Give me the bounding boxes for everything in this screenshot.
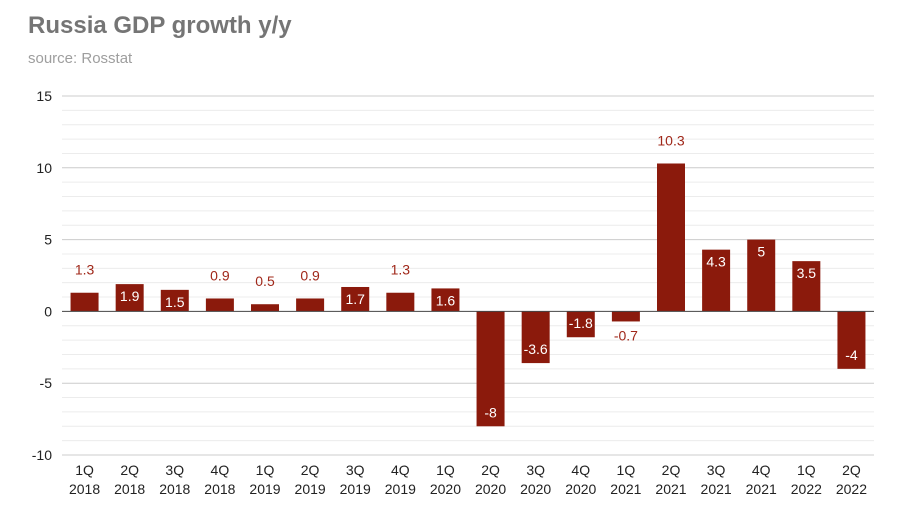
- x-tick-label-year: 2020: [430, 481, 461, 497]
- bar: [702, 249, 731, 312]
- bar: [341, 286, 370, 312]
- bar: [251, 304, 279, 312]
- data-label: 4.3: [706, 254, 726, 270]
- bar: [837, 311, 866, 369]
- data-label: 1.3: [391, 262, 411, 278]
- x-tick-label-year: 2018: [204, 481, 235, 497]
- bar: [476, 311, 505, 427]
- y-tick-label: 0: [44, 303, 52, 319]
- data-label: 1.6: [436, 292, 456, 308]
- x-tick-label-year: 2019: [249, 481, 280, 497]
- data-label: 0.9: [210, 267, 230, 283]
- data-label: 3.5: [797, 265, 817, 281]
- x-tick-label-year: 2019: [295, 481, 326, 497]
- x-tick-label-quarter: 1Q: [256, 462, 275, 478]
- x-tick-label-quarter: 4Q: [211, 462, 230, 478]
- x-tick-label-quarter: 1Q: [75, 462, 94, 478]
- x-tick-label-quarter: 4Q: [391, 462, 410, 478]
- x-tick-label-quarter: 2Q: [842, 462, 861, 478]
- y-tick-label: 10: [36, 160, 52, 176]
- x-tick-label-year: 2020: [475, 481, 506, 497]
- y-tick-label: 15: [36, 88, 52, 104]
- y-tick-label: -10: [32, 447, 52, 463]
- bar: [792, 261, 821, 312]
- bar: [160, 289, 189, 312]
- x-tick-label-year: 2020: [520, 481, 551, 497]
- x-tick-label-year: 2022: [836, 481, 867, 497]
- x-tick-label-quarter: 2Q: [481, 462, 500, 478]
- bar: [205, 298, 234, 312]
- bar: [566, 311, 595, 338]
- chart-title: Russia GDP growth y/y: [28, 12, 292, 39]
- data-label: 10.3: [657, 132, 684, 148]
- x-tick-label-quarter: 4Q: [571, 462, 590, 478]
- x-tick-label-quarter: 3Q: [165, 462, 184, 478]
- x-tick-label-year: 2021: [701, 481, 732, 497]
- x-tick-label-year: 2021: [746, 481, 777, 497]
- data-label: 1.7: [345, 291, 365, 307]
- data-label: -0.7: [614, 327, 638, 343]
- x-tick-label-quarter: 1Q: [797, 462, 816, 478]
- data-label: -8: [484, 404, 497, 420]
- bar: [611, 311, 640, 322]
- x-tick-label-year: 2019: [385, 481, 416, 497]
- x-tick-label-year: 2019: [340, 481, 371, 497]
- x-tick-label-year: 2022: [791, 481, 822, 497]
- data-label: -3.6: [524, 341, 548, 357]
- x-tick-label-quarter: 3Q: [346, 462, 365, 478]
- x-tick-label-year: 2020: [565, 481, 596, 497]
- data-label: 1.9: [120, 288, 140, 304]
- x-tick-label-year: 2021: [655, 481, 686, 497]
- x-tick-label-quarter: 2Q: [301, 462, 320, 478]
- x-tick-label-quarter: 3Q: [707, 462, 726, 478]
- bar: [115, 284, 144, 312]
- x-tick-label-quarter: 1Q: [436, 462, 455, 478]
- bar: [747, 239, 776, 312]
- x-tick-label-quarter: 2Q: [120, 462, 139, 478]
- data-label: 1.3: [75, 262, 95, 278]
- x-tick-label-year: 2018: [114, 481, 145, 497]
- y-tick-label: 5: [44, 232, 52, 248]
- x-tick-label-year: 2021: [610, 481, 641, 497]
- x-tick-label-quarter: 1Q: [617, 462, 636, 478]
- x-tick-label-quarter: 2Q: [662, 462, 681, 478]
- bar: [70, 292, 99, 312]
- data-label: -1.8: [569, 315, 593, 331]
- x-tick-label-quarter: 4Q: [752, 462, 771, 478]
- x-tick-label-year: 2018: [69, 481, 100, 497]
- data-label: 0.9: [300, 267, 320, 283]
- x-tick-label-quarter: 3Q: [526, 462, 545, 478]
- data-label: 1.5: [165, 294, 185, 310]
- bar: [431, 288, 460, 312]
- data-label: 5: [757, 244, 765, 260]
- bar: [296, 298, 325, 312]
- bar: [521, 311, 550, 364]
- chart-subtitle: source: Rosstat: [28, 50, 133, 67]
- data-label: 0.5: [255, 273, 275, 289]
- x-tick-label-year: 2018: [159, 481, 190, 497]
- data-label: -4: [845, 347, 858, 363]
- y-tick-label: -5: [40, 375, 53, 391]
- bar: [657, 163, 685, 312]
- bar: [386, 292, 415, 312]
